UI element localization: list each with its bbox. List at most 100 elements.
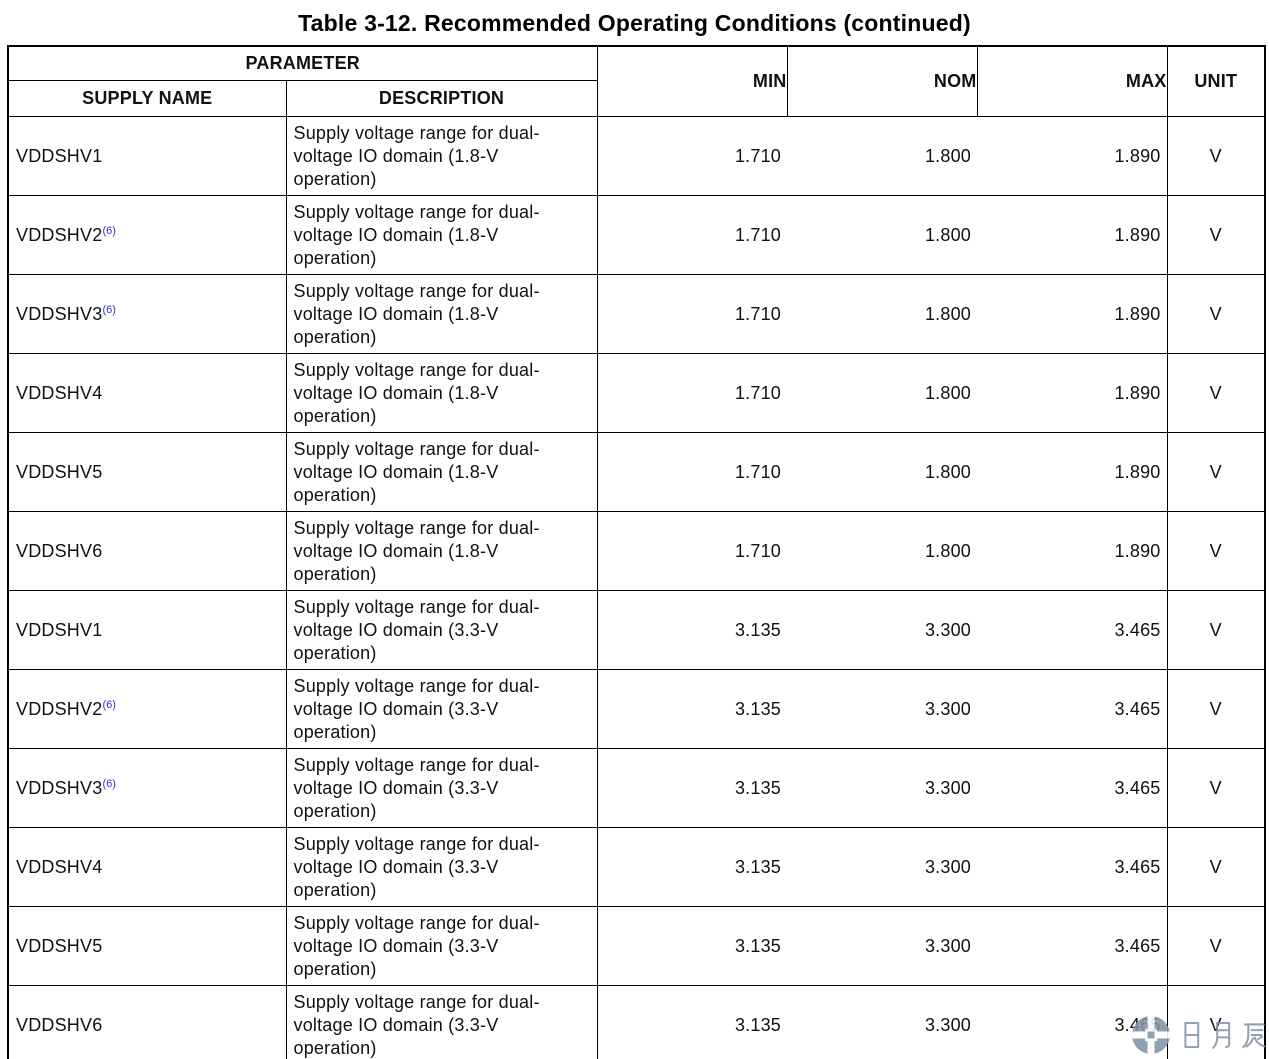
description-cell: Supply voltage range for dual- voltage I… — [285, 590, 598, 670]
table-row: VDDSHV3(6) Supply voltage range for dual… — [7, 748, 1266, 828]
description-cell: Supply voltage range for dual- voltage I… — [285, 669, 598, 749]
header-row-sub: SUPPLY NAME DESCRIPTION — [7, 80, 1265, 117]
cjk-chen-char-icon — [1241, 1019, 1267, 1051]
min-value-cell: 1.710 — [596, 353, 787, 433]
supply-name-cell: VDDSHV3(6) — [7, 274, 287, 354]
parameter-header: PARAMETER — [7, 45, 598, 81]
supply-name-header: SUPPLY NAME — [7, 80, 287, 117]
footnote-link[interactable]: (6) — [102, 698, 116, 711]
max-header: MAX — [976, 45, 1168, 117]
unit-value-cell: V — [1166, 906, 1266, 986]
table-row: VDDSHV4 Supply voltage range for dual- v… — [7, 827, 1266, 907]
table-row: VDDSHV5 Supply voltage range for dual- v… — [7, 906, 1266, 986]
supply-name: VDDSHV3 — [16, 777, 103, 798]
min-value-cell: 3.135 — [596, 827, 787, 907]
min-header: MIN — [596, 45, 788, 117]
max-value-cell: 1.890 — [977, 195, 1168, 275]
table-row: VDDSHV6 Supply voltage range for dual- v… — [7, 511, 1266, 591]
max-value-cell: 3.465 — [977, 590, 1168, 670]
description-cell: Supply voltage range for dual- voltage I… — [285, 748, 598, 828]
supply-name-cell: VDDSHV1 — [7, 590, 287, 670]
table-row: VDDSHV3(6) Supply voltage range for dual… — [7, 274, 1266, 354]
nom-value-cell: 3.300 — [787, 906, 977, 986]
supply-name: VDDSHV5 — [16, 935, 103, 956]
max-value-cell: 3.465 — [977, 669, 1168, 749]
unit-value-cell: V — [1166, 669, 1266, 749]
unit-value-cell: V — [1166, 432, 1266, 512]
cjk-moon-char-icon — [1210, 1019, 1234, 1051]
max-value-cell: 3.465 — [977, 827, 1168, 907]
table-header: PARAMETER MIN NOM MAX UNIT SUPPLY NAME D… — [7, 45, 1266, 117]
min-value-cell: 1.710 — [596, 511, 787, 591]
max-value-cell: 1.890 — [977, 116, 1168, 196]
table-row: VDDSHV1 Supply voltage range for dual- v… — [7, 116, 1266, 196]
supply-name: VDDSHV3 — [16, 303, 103, 324]
table-row: VDDSHV6 Supply voltage range for dual- v… — [7, 985, 1266, 1059]
watermark-text — [1179, 1019, 1267, 1051]
unit-value-cell: V — [1166, 748, 1266, 828]
operating-conditions-table: PARAMETER MIN NOM MAX UNIT SUPPLY NAME D… — [7, 45, 1266, 1059]
nom-header: NOM — [786, 45, 978, 117]
min-value-cell: 1.710 — [596, 116, 787, 196]
footnote-link[interactable]: (6) — [102, 224, 116, 237]
max-value-cell: 3.465 — [977, 748, 1168, 828]
nom-value-cell: 1.800 — [787, 195, 977, 275]
min-value-cell: 3.135 — [596, 985, 787, 1059]
unit-value-cell: V — [1166, 511, 1266, 591]
cjk-sun-char-icon — [1179, 1019, 1203, 1051]
supply-name-cell: VDDSHV1 — [7, 116, 287, 196]
max-value-cell: 1.890 — [977, 511, 1168, 591]
unit-value-cell: V — [1166, 827, 1266, 907]
description-cell: Supply voltage range for dual- voltage I… — [285, 985, 598, 1059]
unit-value-cell: V — [1166, 116, 1266, 196]
min-value-cell: 3.135 — [596, 906, 787, 986]
supply-name-cell: VDDSHV4 — [7, 353, 287, 433]
unit-value-cell: V — [1166, 590, 1266, 670]
table-row: VDDSHV2(6) Supply voltage range for dual… — [7, 195, 1266, 275]
supply-name: VDDSHV5 — [16, 461, 103, 482]
min-value-cell: 1.710 — [596, 274, 787, 354]
table-body: VDDSHV1 Supply voltage range for dual- v… — [7, 116, 1266, 1059]
supply-name-cell: VDDSHV2(6) — [7, 669, 287, 749]
min-value-cell: 3.135 — [596, 590, 787, 670]
supply-name-cell: VDDSHV6 — [7, 985, 287, 1059]
unit-value-cell: V — [1166, 195, 1266, 275]
supply-name: VDDSHV1 — [16, 145, 103, 166]
nom-value-cell: 3.300 — [787, 669, 977, 749]
supply-name: VDDSHV6 — [16, 1014, 103, 1035]
nom-value-cell: 1.800 — [787, 511, 977, 591]
max-value-cell: 1.890 — [977, 432, 1168, 512]
supply-name: VDDSHV2 — [16, 224, 103, 245]
watermark — [1129, 1012, 1267, 1058]
supply-name-cell: VDDSHV5 — [7, 906, 287, 986]
supply-name: VDDSHV4 — [16, 382, 103, 403]
description-cell: Supply voltage range for dual- voltage I… — [285, 274, 598, 354]
min-value-cell: 3.135 — [596, 748, 787, 828]
max-value-cell: 1.890 — [977, 274, 1168, 354]
description-cell: Supply voltage range for dual- voltage I… — [285, 511, 598, 591]
description-cell: Supply voltage range for dual- voltage I… — [285, 432, 598, 512]
footnote-link[interactable]: (6) — [102, 777, 116, 790]
min-value-cell: 3.135 — [596, 669, 787, 749]
unit-value-cell: V — [1166, 274, 1266, 354]
nom-value-cell: 1.800 — [787, 432, 977, 512]
supply-name-cell: VDDSHV6 — [7, 511, 287, 591]
nom-value-cell: 3.300 — [787, 985, 977, 1059]
description-cell: Supply voltage range for dual- voltage I… — [285, 906, 598, 986]
globe-cross-icon — [1129, 1012, 1173, 1058]
table-row: VDDSHV5 Supply voltage range for dual- v… — [7, 432, 1266, 512]
table-row: VDDSHV4 Supply voltage range for dual- v… — [7, 353, 1266, 433]
description-cell: Supply voltage range for dual- voltage I… — [285, 116, 598, 196]
unit-header: UNIT — [1166, 45, 1266, 117]
table-row: VDDSHV1 Supply voltage range for dual- v… — [7, 590, 1266, 670]
max-value-cell: 3.465 — [977, 906, 1168, 986]
unit-value-cell: V — [1166, 353, 1266, 433]
supply-name-cell: VDDSHV3(6) — [7, 748, 287, 828]
nom-value-cell: 3.300 — [787, 590, 977, 670]
supply-name-cell: VDDSHV4 — [7, 827, 287, 907]
nom-value-cell: 1.800 — [787, 353, 977, 433]
nom-value-cell: 3.300 — [787, 827, 977, 907]
description-cell: Supply voltage range for dual- voltage I… — [285, 827, 598, 907]
footnote-link[interactable]: (6) — [102, 303, 116, 316]
